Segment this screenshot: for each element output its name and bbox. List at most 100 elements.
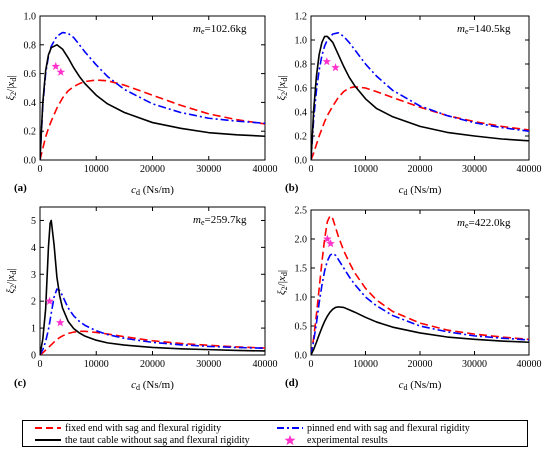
x-axis-label: cd (Ns/m) (131, 379, 174, 392)
series-line-pinned (40, 288, 265, 355)
x-axis-unit: (Ns/m) (140, 379, 174, 391)
y-tick-label: 1.2 (295, 12, 308, 23)
chart-panel-a: 0 10000 20000 30000 40000 0.0 0.2 0.4 0.6 0.8 1.0 m… (5, 12, 278, 198)
x-tick-label: 40000 (253, 359, 278, 370)
x-axis-subscript: d (403, 188, 407, 197)
series-line-fixed (311, 215, 529, 355)
y-axis-label-part: ξ (5, 96, 17, 101)
legend-label-experimental: experimental results (307, 434, 388, 446)
y-axis-label-part: /| (276, 281, 288, 286)
x-tick-label: 20000 (408, 164, 433, 175)
x-tick-label: 20000 (408, 359, 433, 370)
series-line-taut (311, 35, 529, 160)
x-axis-unit: (Ns/m) (140, 184, 174, 196)
x-tick-label: 10000 (84, 164, 109, 175)
mass-value: =102.6kg (205, 23, 247, 35)
legend: fixed end with sag and flexural rigidity… (22, 420, 528, 447)
legend-label-taut: the taut cable without sag and flexural … (65, 434, 250, 446)
panel-label: (d) (285, 377, 299, 389)
y-tick-label: 0.0 (24, 156, 37, 167)
x-tick-label: 0 (309, 359, 314, 370)
chart-panel-d: 0 10000 20000 30000 40000 0.0 0.5 1.0 1.5 2.0 2.5 m… (276, 206, 542, 393)
series-line-fixed (40, 330, 265, 355)
y-axis-label: ξ2/|xd| (276, 270, 289, 295)
series-line-fixed (40, 79, 265, 160)
x-tick-label: 30000 (462, 359, 487, 370)
y-axis-label-part: x (5, 275, 17, 281)
y-axis-label-part: | (276, 75, 288, 77)
y-tick-label: 0 (31, 351, 36, 362)
legend-swatch-fixed (35, 427, 61, 429)
x-tick-label: 20000 (140, 359, 165, 370)
experimental-point (326, 239, 335, 248)
x-axis-label: cd (Ns/m) (131, 184, 174, 197)
x-tick-label: 10000 (84, 359, 109, 370)
x-axis-label: cd (Ns/m) (399, 184, 442, 197)
y-axis-label-part: 2 (280, 92, 289, 96)
legend-swatch-experimental (284, 435, 296, 445)
experimental-point (51, 61, 61, 71)
series-line-pinned (311, 252, 529, 355)
mass-symbol: m (457, 23, 465, 35)
panel-label: (a) (14, 182, 27, 194)
series-line-fixed (311, 86, 529, 160)
experimental-point (55, 318, 65, 327)
mass-annotation: me=102.6kg (193, 23, 247, 36)
y-axis-label-part: ξ (276, 96, 288, 101)
mass-value: =140.5kg (469, 23, 511, 35)
x-axis-symbol: c (131, 184, 136, 196)
y-tick-label: 0.5 (295, 322, 308, 333)
y-axis-label-part: d (9, 78, 18, 82)
y-tick-label: 0.4 (295, 108, 308, 119)
mass-value: =259.7kg (205, 214, 247, 226)
x-axis-label: cd (Ns/m) (399, 379, 442, 392)
x-tick-label: 40000 (517, 164, 542, 175)
legend-label-pinned: pinned end with sag and flexural rigidit… (307, 422, 470, 434)
mass-value: =422.0kg (469, 217, 511, 229)
experimental-point (45, 296, 54, 305)
y-tick-label: 3 (31, 270, 36, 281)
y-tick-label: 0.6 (24, 69, 37, 80)
series-line-pinned (311, 31, 529, 160)
mass-subscript: e (465, 221, 469, 230)
legend-item-pinned: pinned end with sag and flexural rigidit… (277, 422, 470, 434)
series-line-taut (40, 219, 265, 355)
panel-label: (b) (285, 182, 299, 194)
y-axis-label-part: d (280, 78, 289, 82)
mass-symbol: m (193, 214, 201, 226)
y-axis-label-part: 2 (9, 92, 18, 96)
x-axis-symbol: c (399, 379, 404, 391)
y-tick-label: 0.2 (24, 127, 37, 138)
y-axis-label-part: 2 (9, 285, 18, 289)
experimental-point (331, 63, 340, 72)
y-tick-label: 1.0 (24, 12, 37, 23)
x-tick-label: 30000 (196, 359, 221, 370)
x-tick-label: 40000 (253, 164, 278, 175)
y-tick-label: 0.0 (295, 351, 308, 362)
y-tick-label: 2 (31, 297, 36, 308)
mass-symbol: m (457, 217, 465, 229)
y-axis-label-part: ξ (5, 289, 17, 294)
legend-swatch-pinned (277, 427, 303, 429)
y-tick-label: 0.6 (295, 84, 308, 95)
legend-swatch-taut (35, 439, 61, 441)
panel-label: (c) (14, 377, 27, 389)
mass-symbol: m (193, 23, 201, 35)
x-tick-label: 30000 (196, 164, 221, 175)
y-tick-label: 2.5 (295, 206, 308, 217)
mass-subscript: e (201, 218, 205, 227)
chart-panel-b: 0 10000 20000 30000 40000 0.0 0.2 0.4 0.6 0.8 1.0 1… (276, 12, 542, 198)
y-axis-label-part: | (5, 268, 17, 270)
y-axis-label-part: d (280, 272, 289, 276)
y-axis-label-part: | (276, 270, 288, 272)
x-tick-label: 10000 (353, 359, 378, 370)
chart-panel-c: 0 10000 20000 30000 40000 0 1 2 3 4 5 me=259.7kg (c)… (5, 206, 278, 392)
y-axis-label-part: x (276, 82, 288, 88)
y-axis-label-part: ξ (276, 290, 288, 295)
x-axis-subscript: d (136, 188, 140, 197)
x-tick-label: 20000 (140, 164, 165, 175)
experimental-point (56, 67, 66, 76)
x-axis-unit: (Ns/m) (407, 379, 441, 391)
y-tick-label: 0.8 (295, 60, 308, 71)
